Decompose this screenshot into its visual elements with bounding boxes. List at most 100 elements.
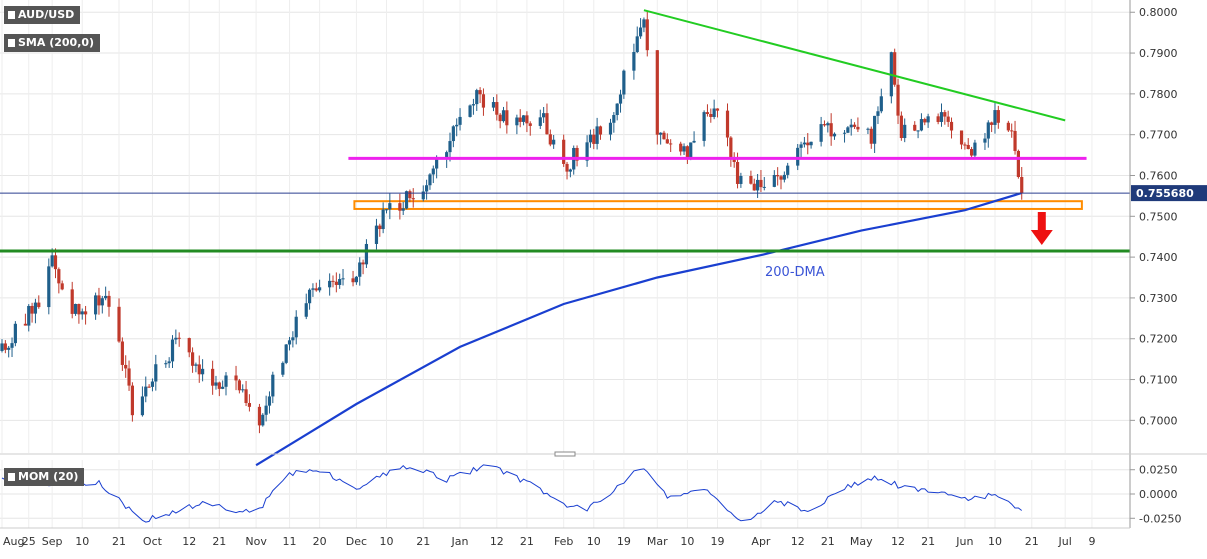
candle [782,171,786,183]
candle [645,10,649,57]
candle [943,109,947,125]
candle-body [384,209,389,211]
candle [334,272,338,293]
price-tag-bg [1131,185,1207,202]
candle [993,101,997,134]
x-tick-label: 20 [313,535,327,548]
candle-body [846,127,850,133]
candle-body [281,362,285,375]
candle-body [154,364,158,382]
candle [963,142,967,150]
candle [592,128,596,150]
momentum-y-tick-label: 0.0250 [1139,464,1178,477]
candle-body [197,364,201,375]
sma-layer: 200-DMA [255,191,1023,467]
x-tick-label: Apr [751,535,771,548]
candle-body [3,343,7,350]
candle [829,113,833,146]
candle [876,106,880,125]
candle [542,106,546,123]
x-tick-label: 21 [520,535,534,548]
candle-body [966,144,970,150]
candle-body [819,124,823,142]
candle [685,145,689,164]
candle [234,365,238,391]
candle-body [307,289,312,304]
symbol-tag[interactable]: AUD/USD [4,6,81,24]
candle-body [1020,177,1024,194]
candle-body [919,119,924,131]
candle [913,121,917,132]
y-tick-label: 0.7200 [1139,333,1178,346]
candle [354,275,358,285]
candle-body [896,84,900,116]
candle [247,394,252,412]
x-tick-label: Feb [554,535,573,548]
x-tick-label: Sep [42,535,63,548]
candle [471,98,476,115]
candle-body [913,124,917,131]
candle-body [936,116,940,122]
candle-body [645,19,649,51]
candle-body [401,208,405,211]
candle [572,145,576,175]
candle [244,380,248,407]
candle [117,298,121,343]
candle-body [241,389,245,391]
candle-body [221,386,225,389]
candle [679,141,683,156]
candle-body [776,175,780,177]
candle [822,120,827,127]
momentum-tag[interactable]: MOM (20) [4,468,85,486]
candle-body [969,149,974,156]
candle [752,178,756,191]
candle-body [505,110,509,126]
candle [70,281,74,319]
candle-body [679,143,683,152]
x-tick-label: Jan [451,535,469,548]
candle [973,139,977,158]
candle [595,117,599,150]
sma-tag[interactable]: SMA (200,0) [4,34,101,52]
x-tick-label: 19 [710,535,724,548]
candle [318,279,322,293]
candle-body [973,142,977,156]
candle-body [140,396,145,416]
candle-body [7,347,11,350]
candle-body [709,114,713,117]
candle-body [257,406,262,426]
candle-body [291,337,295,341]
candle-body [47,266,51,308]
candle [842,130,847,143]
candle-body [318,287,322,291]
candle-body [990,122,994,125]
candle [585,135,589,167]
candle [401,201,405,216]
y-tick-label: 0.7800 [1139,88,1178,101]
candle-body [77,303,81,315]
candle [425,179,429,200]
grid [0,0,1130,528]
candle-body [495,102,499,115]
candle-body [552,139,556,145]
candle [518,109,522,128]
candle [431,165,435,184]
candle-body [685,146,689,158]
x-tick-label: Jun [955,535,973,548]
candle [10,337,14,358]
candle [809,141,813,149]
candle [986,120,990,148]
candle-body [618,94,623,104]
candle [923,117,927,126]
candle-body [598,126,603,135]
panel-resize-handle [554,451,576,457]
x-tick-label: 10 [680,535,694,548]
candle-body [993,110,997,125]
candle-body [622,70,626,95]
candle-body [117,306,121,342]
candle [588,129,593,148]
candle [615,103,619,121]
